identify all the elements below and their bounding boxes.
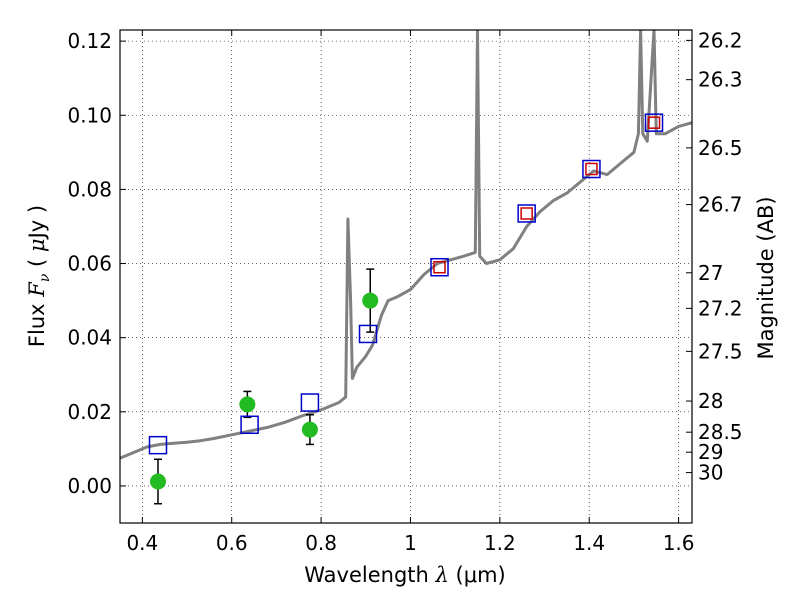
grid — [120, 30, 692, 523]
magnitude-tick-label: 26.3 — [698, 68, 743, 92]
blue-square-marker — [148, 435, 168, 455]
magnitude-tick-label: 28.5 — [698, 420, 743, 444]
magnitude-tick-label: 29 — [698, 440, 723, 464]
y-axis-title: Flux Fν ( μJy ) — [25, 205, 53, 347]
y-tick-label: 0.06 — [67, 252, 112, 276]
blue-square-marker — [644, 113, 664, 132]
red-square-marker — [585, 162, 598, 176]
y-right-axis-title: Magnitude (AB) — [754, 196, 778, 359]
plot-frame — [119, 29, 693, 524]
magnitude-tick-label: 27 — [698, 261, 723, 285]
magnitude-tick-label: 26.2 — [698, 28, 743, 52]
x-tick-label: 1.4 — [573, 531, 605, 555]
x-tick-label: 0.4 — [126, 531, 158, 555]
magnitude-tick-label: 26.5 — [698, 136, 743, 160]
magnitude-tick-label: 27.2 — [698, 296, 743, 320]
red-square-marker — [433, 260, 446, 274]
magnitude-tick-label: 27.5 — [698, 339, 743, 363]
y-tick-label: 0.02 — [67, 400, 112, 424]
x-tick-label: 1.2 — [484, 531, 516, 555]
y-tick-label: 0.00 — [67, 474, 112, 498]
observed-point-marker — [362, 292, 379, 309]
blue-square-marker — [430, 257, 449, 277]
x-tick-label: 1.6 — [663, 531, 695, 555]
magnitude-tick-label: 26.7 — [698, 193, 743, 217]
observed-point-marker — [149, 473, 166, 490]
y-tick-label: 0.10 — [67, 103, 112, 127]
x-axis-title: Wavelength λ (μm) — [304, 563, 505, 587]
observed-point-marker — [239, 396, 256, 413]
marker-layer — [148, 113, 664, 505]
x-tick-label: 1 — [404, 531, 417, 555]
red-square-marker — [647, 116, 661, 129]
magnitude-tick-label: 30 — [698, 461, 723, 485]
red-square-marker — [520, 207, 533, 220]
x-tick-label: 0.6 — [216, 531, 248, 555]
spectrum-layer — [120, 30, 692, 460]
blue-square-marker — [300, 393, 320, 412]
blue-square-marker — [240, 415, 259, 435]
blue-square-marker — [582, 159, 601, 179]
ticks-layer: 0.4 0.6 0.8 1 1.2 1.4 1.6 0.00 0.02 0.04 0.06 0.08 0… — [67, 28, 742, 555]
observed-point-marker — [301, 421, 318, 438]
x-tick-label: 0.8 — [305, 531, 337, 555]
y-tick-label: 0.08 — [67, 177, 112, 201]
magnitude-tick-label: 28 — [698, 389, 723, 413]
y-tick-label: 0.04 — [67, 326, 112, 350]
y-tick-label: 0.12 — [67, 29, 112, 53]
blue-square-marker — [517, 204, 536, 223]
spectrum-line — [120, 30, 692, 460]
blue-square-marker — [358, 324, 378, 344]
